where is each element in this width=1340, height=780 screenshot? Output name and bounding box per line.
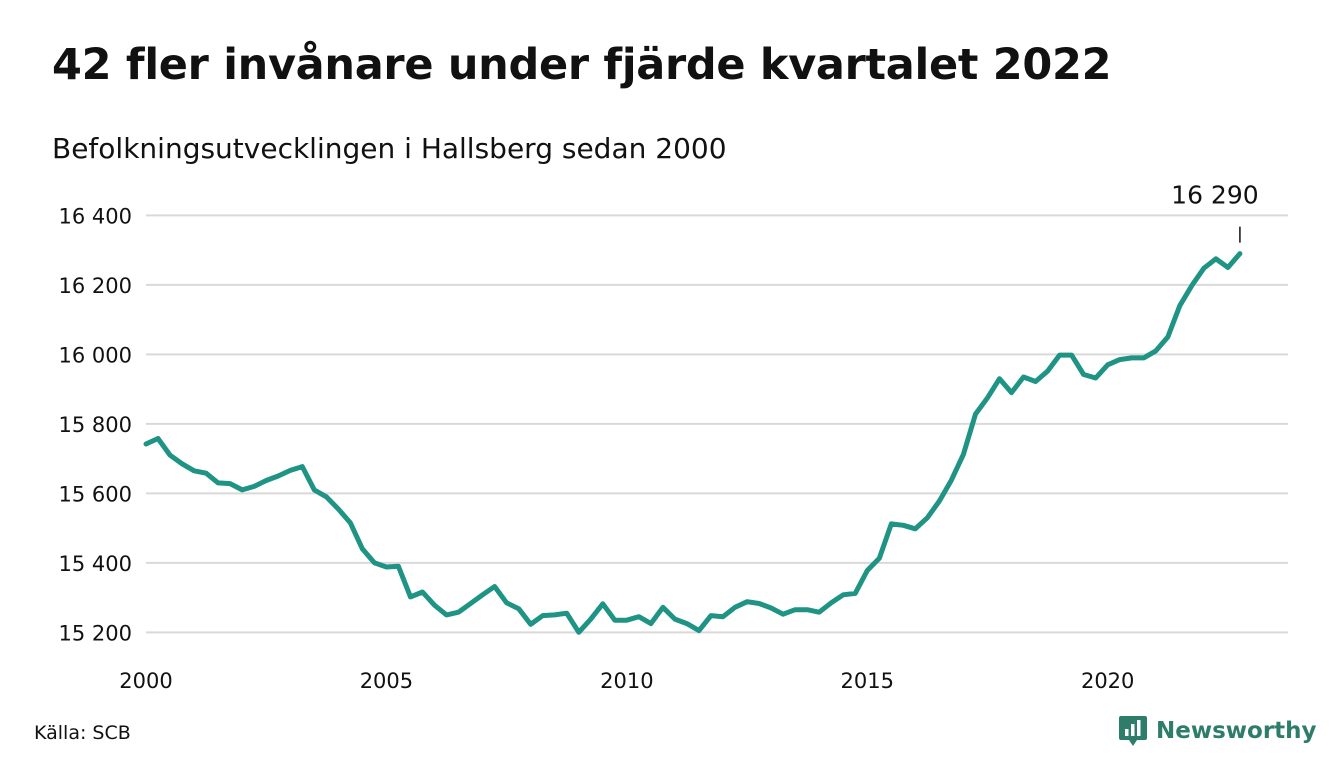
- y-tick-label: 15 800: [59, 413, 132, 437]
- x-tick-label: 2020: [1081, 669, 1134, 693]
- brand-logo: Newsworthy: [1118, 714, 1317, 748]
- chart-title: 42 fler invånare under fjärde kvartalet …: [52, 40, 1112, 90]
- x-tick-label: 2005: [360, 669, 413, 693]
- y-tick-label: 16 000: [59, 343, 132, 367]
- y-tick-label: 16 400: [59, 204, 132, 228]
- x-axis: 2000 2005 2010 2015 2020: [119, 669, 1134, 693]
- y-tick-label: 15 600: [59, 482, 132, 506]
- y-tick-label: 15 400: [59, 552, 132, 576]
- y-tick-label: 16 200: [59, 274, 132, 298]
- source-note: Källa: SCB: [34, 722, 131, 744]
- grid-lines: [146, 214, 1288, 634]
- y-axis: 15 200 15 400 15 600 15 800 16 000 16 200 16 4…: [59, 204, 132, 645]
- end-value-label: 16 290: [1171, 181, 1258, 210]
- x-tick-label: 2015: [841, 669, 894, 693]
- x-tick-label: 2000: [119, 669, 172, 693]
- y-tick-label: 15 200: [59, 621, 132, 645]
- x-tick-label: 2010: [600, 669, 653, 693]
- chart-subtitle: Befolkningsutvecklingen i Hallsberg seda…: [52, 132, 727, 165]
- newsworthy-logo-icon: [1119, 716, 1147, 746]
- series-line-population: [143, 251, 1243, 635]
- line-chart: 15 200 15 400 15 600 15 800 16 000 16 200 16 4…: [59, 181, 1288, 693]
- brand-name: Newsworthy: [1156, 718, 1317, 744]
